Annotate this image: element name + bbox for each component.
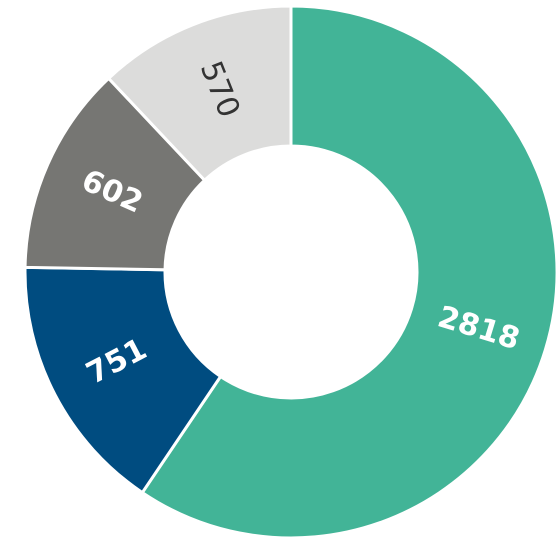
donut-slice <box>23 265 223 495</box>
donut-slice <box>140 4 559 538</box>
donut-slice <box>106 4 293 183</box>
donut-slice <box>23 76 207 272</box>
